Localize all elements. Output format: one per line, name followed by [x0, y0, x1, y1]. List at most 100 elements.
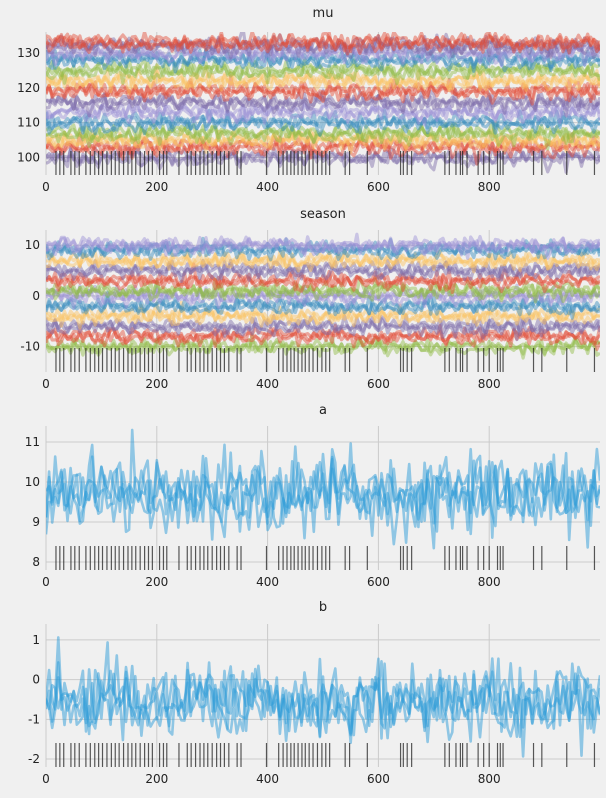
- trace-line: [46, 326, 600, 349]
- trace-line: [46, 98, 600, 125]
- trace-line: [46, 78, 600, 104]
- trace-line: [46, 131, 600, 160]
- trace-line: [46, 32, 600, 55]
- trace-line: [46, 128, 600, 152]
- trace-line: [46, 58, 600, 85]
- trace-line: [46, 132, 600, 166]
- trace-line: [46, 44, 600, 71]
- x-tick-label: 600: [367, 772, 390, 786]
- x-tick-label: 800: [478, 377, 501, 391]
- trace-line: [46, 99, 600, 125]
- y-tick-label: -2: [28, 752, 40, 766]
- trace-line: [46, 57, 600, 86]
- y-tick-label: 1: [32, 633, 40, 647]
- trace-line: [46, 37, 600, 67]
- trace-line: [46, 232, 600, 260]
- x-tick-label: 400: [256, 575, 279, 589]
- panel-title: mu: [313, 6, 334, 21]
- trace-line: [46, 249, 600, 274]
- trace-line: [46, 99, 600, 127]
- trace-line: [46, 276, 600, 304]
- trace-line: [46, 262, 600, 294]
- trace-line: [46, 46, 600, 74]
- trace-line: [46, 249, 600, 273]
- y-tick-label: 0: [32, 289, 40, 303]
- y-tick-label: 130: [17, 46, 40, 60]
- x-tick-label: 800: [478, 575, 501, 589]
- trace-line: [46, 32, 600, 54]
- trace-line: [46, 91, 600, 118]
- trace-group: [46, 636, 600, 758]
- x-tick-label: 600: [367, 377, 390, 391]
- trace-group: [46, 428, 600, 550]
- y-tick-label: 10: [25, 238, 40, 252]
- y-tick-label: 0: [32, 673, 40, 687]
- trace-line: [46, 295, 600, 320]
- trace-line: [46, 120, 600, 148]
- trace-line: [46, 290, 600, 317]
- trace-line: [46, 314, 600, 340]
- trace-line: [46, 122, 600, 151]
- trace-line: [46, 314, 600, 339]
- trace-line: [46, 40, 600, 68]
- trace-line: [46, 65, 600, 96]
- trace-line: [46, 260, 600, 282]
- trace-line: [46, 268, 600, 292]
- trace-line: [46, 235, 600, 257]
- trace-line: [46, 88, 600, 118]
- trace-line: [46, 301, 600, 330]
- x-tick-label: 200: [145, 772, 168, 786]
- x-tick-label: 600: [367, 180, 390, 194]
- trace-line: [46, 294, 600, 316]
- y-tick-label: 110: [17, 116, 40, 130]
- y-tick-label: -10: [20, 340, 40, 354]
- trace-line: [46, 269, 600, 295]
- panel-title: season: [300, 207, 346, 222]
- trace-line: [46, 300, 600, 328]
- y-tick-label: 8: [32, 555, 40, 569]
- x-tick-label: 200: [145, 377, 168, 391]
- trace-line: [46, 236, 600, 261]
- trace-line: [46, 34, 600, 58]
- trace-line: [46, 313, 600, 342]
- trace-line: [46, 64, 600, 92]
- x-tick-label: 0: [42, 772, 50, 786]
- trace-line: [46, 239, 600, 262]
- panel-b: b 0 200 400 600 800 -2 -1 0 1: [28, 600, 600, 786]
- trace-line: [46, 135, 600, 160]
- trace-line: [46, 144, 600, 174]
- y-tick-label: 11: [25, 435, 40, 449]
- y-tick-label: 10: [25, 475, 40, 489]
- trace-line: [46, 78, 600, 106]
- y-tick-label: 100: [17, 151, 40, 165]
- x-tick-label: 200: [145, 575, 168, 589]
- trace-line: [46, 234, 600, 260]
- x-tick-label: 400: [256, 772, 279, 786]
- x-tick-label: 0: [42, 377, 50, 391]
- trace-line: [46, 280, 600, 304]
- y-tick-label: 9: [32, 515, 40, 529]
- trace-line: [46, 32, 600, 56]
- trace-line: [46, 128, 600, 150]
- trace-line: [46, 74, 600, 104]
- trace-line: [46, 108, 600, 136]
- y-tick-label: -1: [28, 712, 40, 726]
- trace-line: [46, 258, 600, 281]
- trace-line: [46, 237, 600, 261]
- x-tick-label: 0: [42, 575, 50, 589]
- trace-line: [46, 146, 600, 174]
- trace-group: [46, 32, 600, 174]
- trace-line: [46, 128, 600, 154]
- x-tick-label: 200: [145, 180, 168, 194]
- trace-line: [46, 32, 600, 60]
- trace-line: [46, 333, 600, 357]
- x-tick-label: 800: [478, 180, 501, 194]
- trace-line: [46, 57, 600, 85]
- trace-line: [46, 39, 600, 65]
- trace-line: [46, 335, 600, 358]
- trace-line: [46, 283, 600, 309]
- trace-line: [46, 276, 600, 301]
- y-tick-label: 120: [17, 81, 40, 95]
- panel-season: season 0 200 400 600 800 -10 0 10: [20, 207, 600, 391]
